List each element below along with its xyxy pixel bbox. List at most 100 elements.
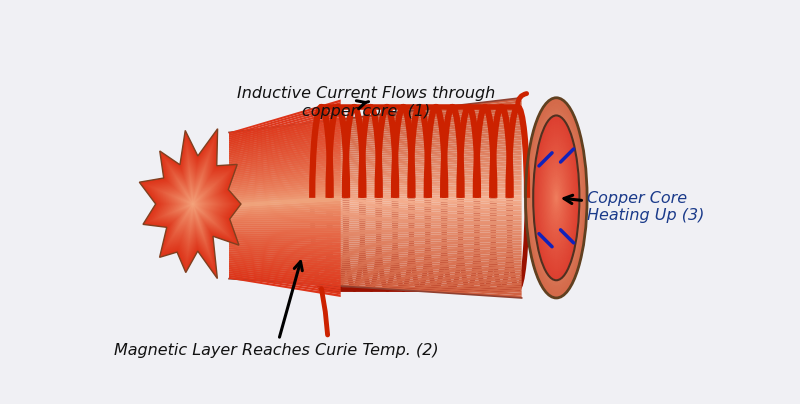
Ellipse shape xyxy=(546,164,566,231)
Polygon shape xyxy=(182,189,202,219)
Ellipse shape xyxy=(543,147,570,248)
Polygon shape xyxy=(229,264,341,280)
Polygon shape xyxy=(229,215,522,220)
Polygon shape xyxy=(229,123,522,153)
Polygon shape xyxy=(229,188,522,200)
Ellipse shape xyxy=(554,188,559,208)
Polygon shape xyxy=(150,144,231,264)
Ellipse shape xyxy=(538,136,575,260)
Polygon shape xyxy=(229,122,341,151)
Ellipse shape xyxy=(542,145,570,250)
Polygon shape xyxy=(229,153,522,175)
Polygon shape xyxy=(229,229,522,233)
Polygon shape xyxy=(229,150,522,173)
Polygon shape xyxy=(229,158,522,178)
Ellipse shape xyxy=(556,196,557,200)
Polygon shape xyxy=(229,100,522,136)
Polygon shape xyxy=(229,135,522,162)
Polygon shape xyxy=(229,160,522,180)
Polygon shape xyxy=(229,210,341,217)
Ellipse shape xyxy=(546,163,567,233)
Text: Magnetic Layer Reaches Curie Temp. (2): Magnetic Layer Reaches Curie Temp. (2) xyxy=(114,261,438,358)
Ellipse shape xyxy=(526,99,586,296)
Polygon shape xyxy=(177,181,207,226)
Polygon shape xyxy=(229,237,522,243)
Polygon shape xyxy=(229,198,341,207)
Polygon shape xyxy=(229,255,341,267)
Polygon shape xyxy=(145,136,236,271)
Ellipse shape xyxy=(542,149,571,246)
Ellipse shape xyxy=(555,194,558,201)
Ellipse shape xyxy=(542,141,571,255)
Polygon shape xyxy=(180,186,205,222)
Polygon shape xyxy=(229,218,522,222)
Polygon shape xyxy=(229,221,522,224)
Polygon shape xyxy=(229,168,522,185)
Polygon shape xyxy=(192,202,194,206)
Ellipse shape xyxy=(544,152,569,244)
Polygon shape xyxy=(229,102,341,136)
Polygon shape xyxy=(229,273,522,293)
Polygon shape xyxy=(229,104,341,138)
Polygon shape xyxy=(229,119,341,149)
Polygon shape xyxy=(229,159,341,178)
Polygon shape xyxy=(170,173,213,235)
Ellipse shape xyxy=(528,106,585,290)
Polygon shape xyxy=(229,262,341,277)
Polygon shape xyxy=(229,138,522,164)
Polygon shape xyxy=(189,198,197,210)
Polygon shape xyxy=(229,113,522,145)
Polygon shape xyxy=(229,156,341,176)
Polygon shape xyxy=(229,233,522,238)
Polygon shape xyxy=(151,145,230,262)
Ellipse shape xyxy=(551,178,562,218)
Polygon shape xyxy=(148,141,234,267)
Polygon shape xyxy=(229,152,341,173)
Polygon shape xyxy=(229,249,341,260)
Polygon shape xyxy=(229,206,341,213)
Text: Inductive Current Flows through
copper core  (1): Inductive Current Flows through copper c… xyxy=(237,86,495,119)
Polygon shape xyxy=(229,190,522,202)
Polygon shape xyxy=(229,126,341,154)
Polygon shape xyxy=(158,156,224,252)
Polygon shape xyxy=(161,159,222,249)
Ellipse shape xyxy=(539,143,574,253)
Polygon shape xyxy=(146,138,235,269)
Polygon shape xyxy=(229,235,522,240)
Polygon shape xyxy=(229,174,341,189)
Polygon shape xyxy=(147,139,234,268)
Polygon shape xyxy=(229,221,341,224)
Ellipse shape xyxy=(538,138,574,258)
Polygon shape xyxy=(179,185,206,223)
Polygon shape xyxy=(229,129,341,156)
Polygon shape xyxy=(229,273,341,292)
Polygon shape xyxy=(162,160,221,247)
Ellipse shape xyxy=(545,161,567,235)
Polygon shape xyxy=(160,157,222,250)
Ellipse shape xyxy=(526,98,587,298)
Polygon shape xyxy=(229,210,522,217)
Ellipse shape xyxy=(547,168,566,228)
Polygon shape xyxy=(229,114,341,145)
Polygon shape xyxy=(229,203,522,211)
Polygon shape xyxy=(229,227,341,230)
Ellipse shape xyxy=(536,121,577,275)
Polygon shape xyxy=(176,180,208,228)
Polygon shape xyxy=(229,257,341,270)
Ellipse shape xyxy=(555,194,558,202)
Ellipse shape xyxy=(550,176,562,220)
Ellipse shape xyxy=(536,131,577,265)
Ellipse shape xyxy=(550,178,562,218)
Polygon shape xyxy=(229,120,522,151)
Polygon shape xyxy=(229,268,341,285)
Polygon shape xyxy=(229,130,522,158)
Polygon shape xyxy=(229,275,341,295)
Ellipse shape xyxy=(531,116,582,280)
Ellipse shape xyxy=(543,154,570,241)
Ellipse shape xyxy=(540,137,573,259)
Polygon shape xyxy=(229,196,341,206)
Polygon shape xyxy=(229,238,341,245)
Polygon shape xyxy=(229,107,341,140)
Ellipse shape xyxy=(550,172,563,224)
Polygon shape xyxy=(167,168,216,240)
